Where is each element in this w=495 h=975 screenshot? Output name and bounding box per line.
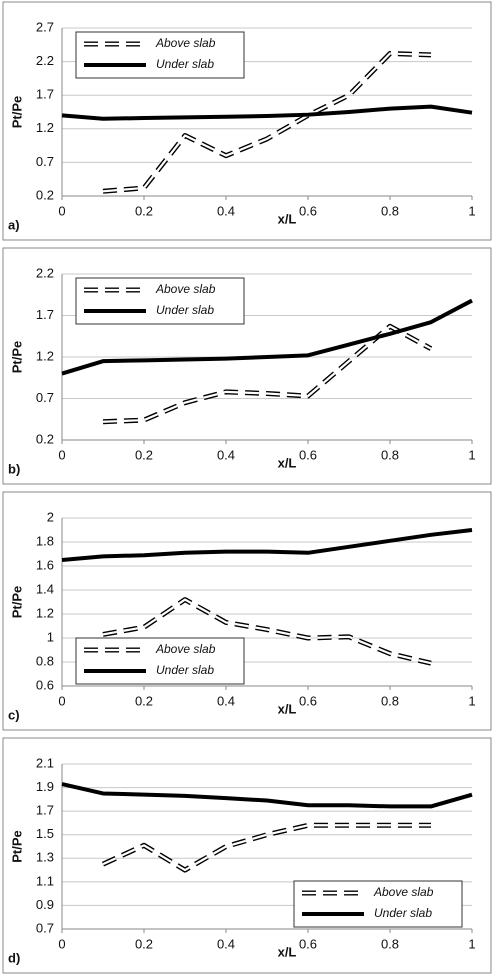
x-axis-label: x/L <box>278 211 297 226</box>
x-tick-label: 0.2 <box>135 693 153 708</box>
y-tick-label: 2 <box>47 509 54 524</box>
legend-box <box>293 880 463 928</box>
panel-frame <box>2 247 492 485</box>
legend-label: Under slab <box>156 663 214 677</box>
legend-box <box>75 277 245 325</box>
y-tick-label: 1.2 <box>36 348 54 363</box>
y-tick-label: 2.7 <box>36 19 54 34</box>
y-tick-label: 1.2 <box>36 120 54 135</box>
series-line-inner <box>102 52 432 193</box>
y-tick-label: 1.6 <box>36 557 54 572</box>
x-tick-label: 0.8 <box>381 936 399 951</box>
legend-label: Above slab <box>373 885 434 899</box>
x-tick-label: 1 <box>468 936 475 951</box>
y-tick-label: 0.8 <box>36 653 54 668</box>
x-tick-label: 0.6 <box>299 203 317 218</box>
x-tick-label: 0.4 <box>217 936 235 951</box>
y-tick-label: 0.7 <box>36 154 54 169</box>
y-tick-label: 1.2 <box>36 605 54 620</box>
y-tick-label: 1.1 <box>36 873 54 888</box>
y-tick-label: 1 <box>47 629 54 644</box>
legend-label: Under slab <box>156 303 214 317</box>
x-tick-label: 0.6 <box>299 693 317 708</box>
x-tick-label: 0.2 <box>135 203 153 218</box>
y-tick-label: 1.3 <box>36 850 54 865</box>
y-tick-label: 0.9 <box>36 897 54 912</box>
y-axis-label: Pt/Pe <box>9 341 24 374</box>
series-line <box>61 104 473 121</box>
legend-label: Above slab <box>155 282 216 296</box>
x-tick-label: 0.8 <box>381 447 399 462</box>
y-tick-label: 1.4 <box>36 581 54 596</box>
legend-label: Above slab <box>155 36 216 50</box>
y-axis-label: Pt/Pe <box>9 96 24 129</box>
y-tick-label: 1.5 <box>36 826 54 841</box>
x-tick-label: 0.4 <box>217 203 235 218</box>
x-tick-label: 0.8 <box>381 693 399 708</box>
panel-frame <box>2 737 492 974</box>
panel-label: d) <box>8 950 20 965</box>
x-tick-label: 1 <box>468 447 475 462</box>
series-line <box>61 528 473 562</box>
series-line <box>101 822 431 873</box>
y-axis-label: Pt/Pe <box>9 586 24 619</box>
y-tick-label: 1.8 <box>36 533 54 548</box>
legend-label: Above slab <box>155 642 216 656</box>
x-tick-label: 0 <box>58 936 65 951</box>
y-tick-label: 2.1 <box>36 755 54 770</box>
series-line <box>61 782 473 809</box>
legend-label: Under slab <box>156 57 214 71</box>
y-tick-label: 1.7 <box>36 87 54 102</box>
y-tick-label: 0.2 <box>36 187 54 202</box>
series-line-inner <box>102 598 432 665</box>
x-tick-label: 0.2 <box>135 936 153 951</box>
panel-label: a) <box>8 217 20 232</box>
x-tick-label: 0.8 <box>381 203 399 218</box>
x-axis-label: x/L <box>278 701 297 716</box>
x-tick-label: 0 <box>58 203 65 218</box>
panel-frame <box>2 1 492 241</box>
y-tick-label: 1.9 <box>36 779 54 794</box>
y-tick-label: 1.7 <box>36 803 54 818</box>
panel-label: c) <box>8 707 20 722</box>
x-tick-label: 0.4 <box>217 693 235 708</box>
y-tick-label: 1.7 <box>36 307 54 322</box>
y-tick-label: 0.7 <box>36 920 54 935</box>
y-tick-label: 2.2 <box>36 265 54 280</box>
x-tick-label: 0.2 <box>135 447 153 462</box>
x-tick-label: 1 <box>468 203 475 218</box>
series-line <box>61 298 473 376</box>
x-axis-label: x/L <box>278 944 297 959</box>
y-axis-label: Pt/Pe <box>9 830 24 863</box>
y-tick-label: 0.2 <box>36 431 54 446</box>
panel-label: b) <box>8 461 20 476</box>
x-tick-label: 0.4 <box>217 447 235 462</box>
series-line-inner <box>102 325 432 423</box>
legend-box <box>75 637 245 685</box>
panel-frame <box>2 491 492 731</box>
x-tick-label: 0.6 <box>299 936 317 951</box>
legend-box <box>75 31 245 79</box>
x-tick-label: 0 <box>58 447 65 462</box>
y-tick-label: 2.2 <box>36 53 54 68</box>
x-tick-label: 0 <box>58 693 65 708</box>
legend-label: Under slab <box>374 906 432 920</box>
x-tick-label: 0.6 <box>299 447 317 462</box>
x-tick-label: 1 <box>468 693 475 708</box>
series-line <box>102 323 433 425</box>
y-tick-label: 0.6 <box>36 677 54 692</box>
x-axis-label: x/L <box>278 455 297 470</box>
y-tick-label: 0.7 <box>36 390 54 405</box>
